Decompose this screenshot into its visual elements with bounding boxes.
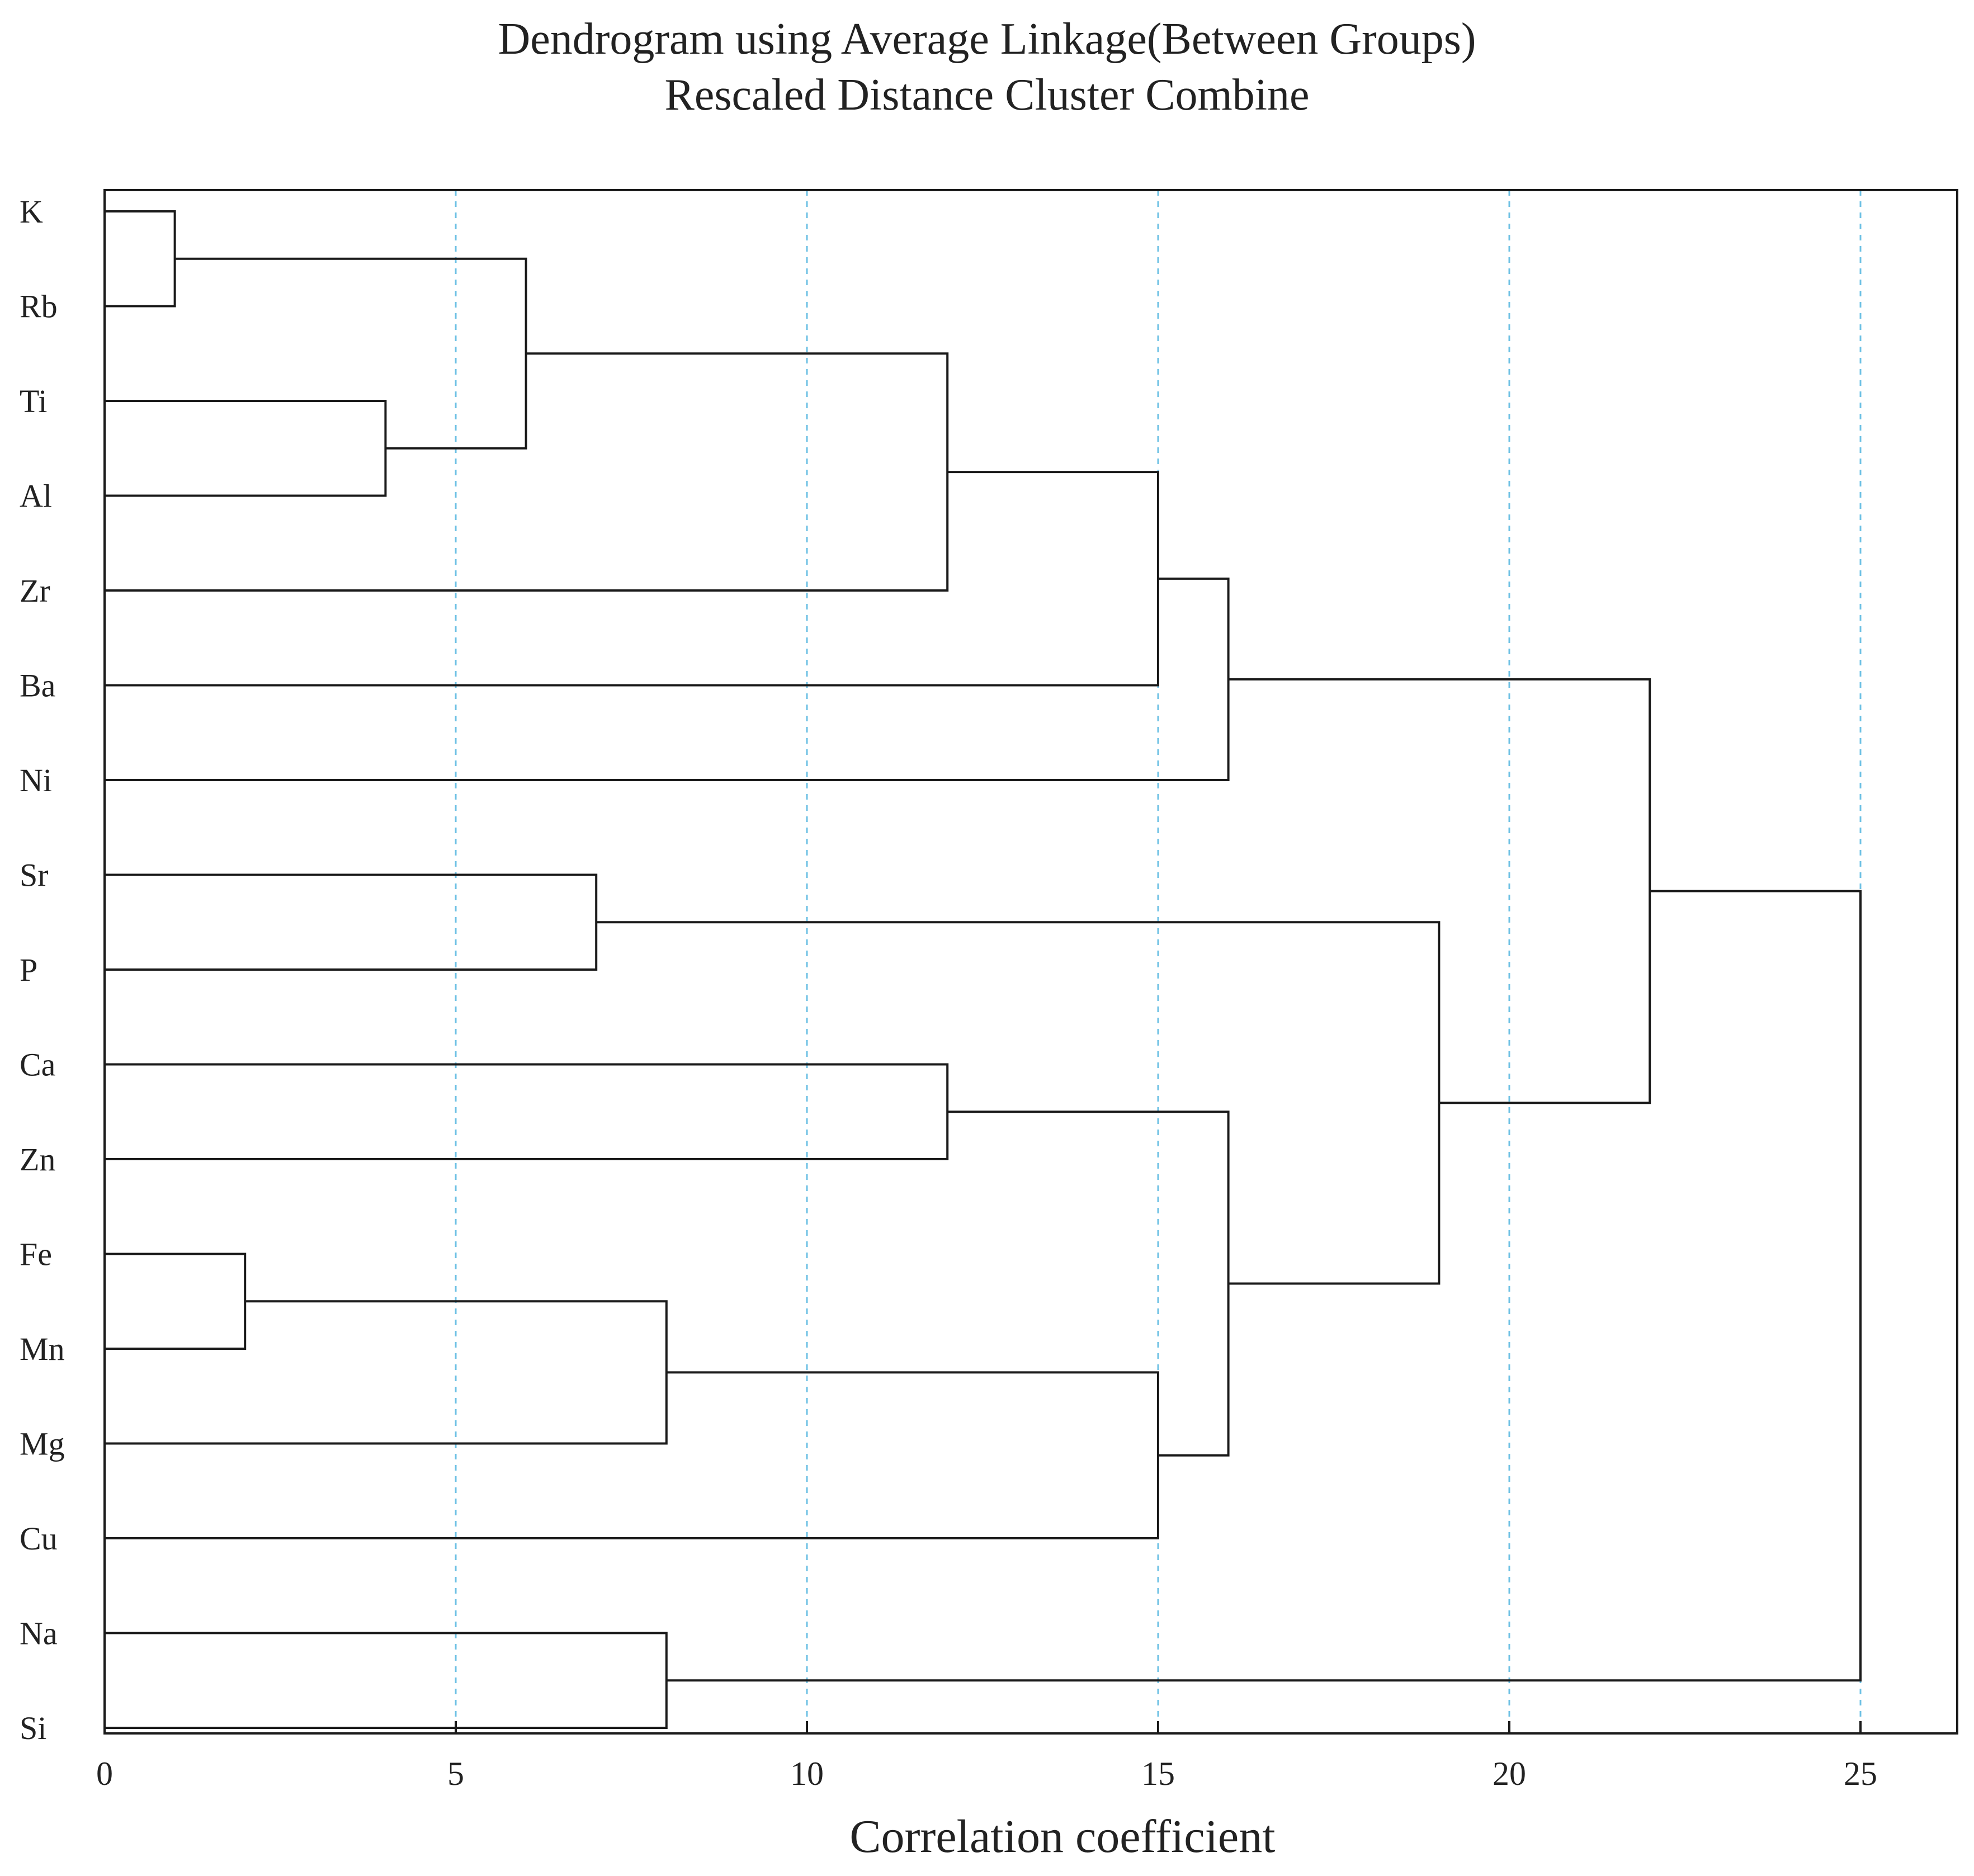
leaf-label-sr: Sr [20,857,49,894]
leaf-labels: K Rb Ti Al Zr Ba Ni Sr P Ca Zn Fe Mn Mg Cu Na Si [20,193,65,1746]
tick-label-25: 25 [1844,1755,1877,1792]
leaf-label-zr: Zr [20,573,50,609]
leaf-label-p: P [20,952,37,988]
x-axis-ticks: 0 5 10 15 20 25 [96,1721,1877,1792]
plot-frame [103,189,1958,1735]
x-axis-label: Correlation coefficient [849,1811,1275,1863]
leaf-label-na: Na [20,1615,58,1652]
dendrogram-branches [105,210,1862,1729]
branch-c15-c7 [666,890,1862,1682]
tick-label-10: 10 [790,1755,824,1792]
leaf-label-mn: Mn [20,1331,65,1367]
tick-label-20: 20 [1493,1755,1526,1792]
leaf-label-si: Si [20,1710,46,1746]
leaf-label-mg: Mg [20,1426,65,1462]
chart-title: Dendrogram using Average Linkage(Between… [498,15,1476,64]
leaf-label-fe: Fe [20,1236,52,1273]
leaf-label-k: K [20,193,43,230]
leaf-label-al: Al [20,478,52,514]
tick-label-0: 0 [96,1755,113,1792]
tick-label-5: 5 [447,1755,464,1792]
leaf-label-ca: Ca [20,1047,55,1083]
leaf-label-cu: Cu [20,1520,58,1557]
leaf-label-rb: Rb [20,289,58,325]
chart-subtitle: Rescaled Distance Cluster Combine [664,70,1309,120]
leaf-label-ba: Ba [20,668,55,704]
leaf-label-ni: Ni [20,762,52,798]
tick-label-15: 15 [1141,1755,1175,1792]
leaf-label-ti: Ti [20,383,48,419]
leaf-label-zn: Zn [20,1141,55,1178]
